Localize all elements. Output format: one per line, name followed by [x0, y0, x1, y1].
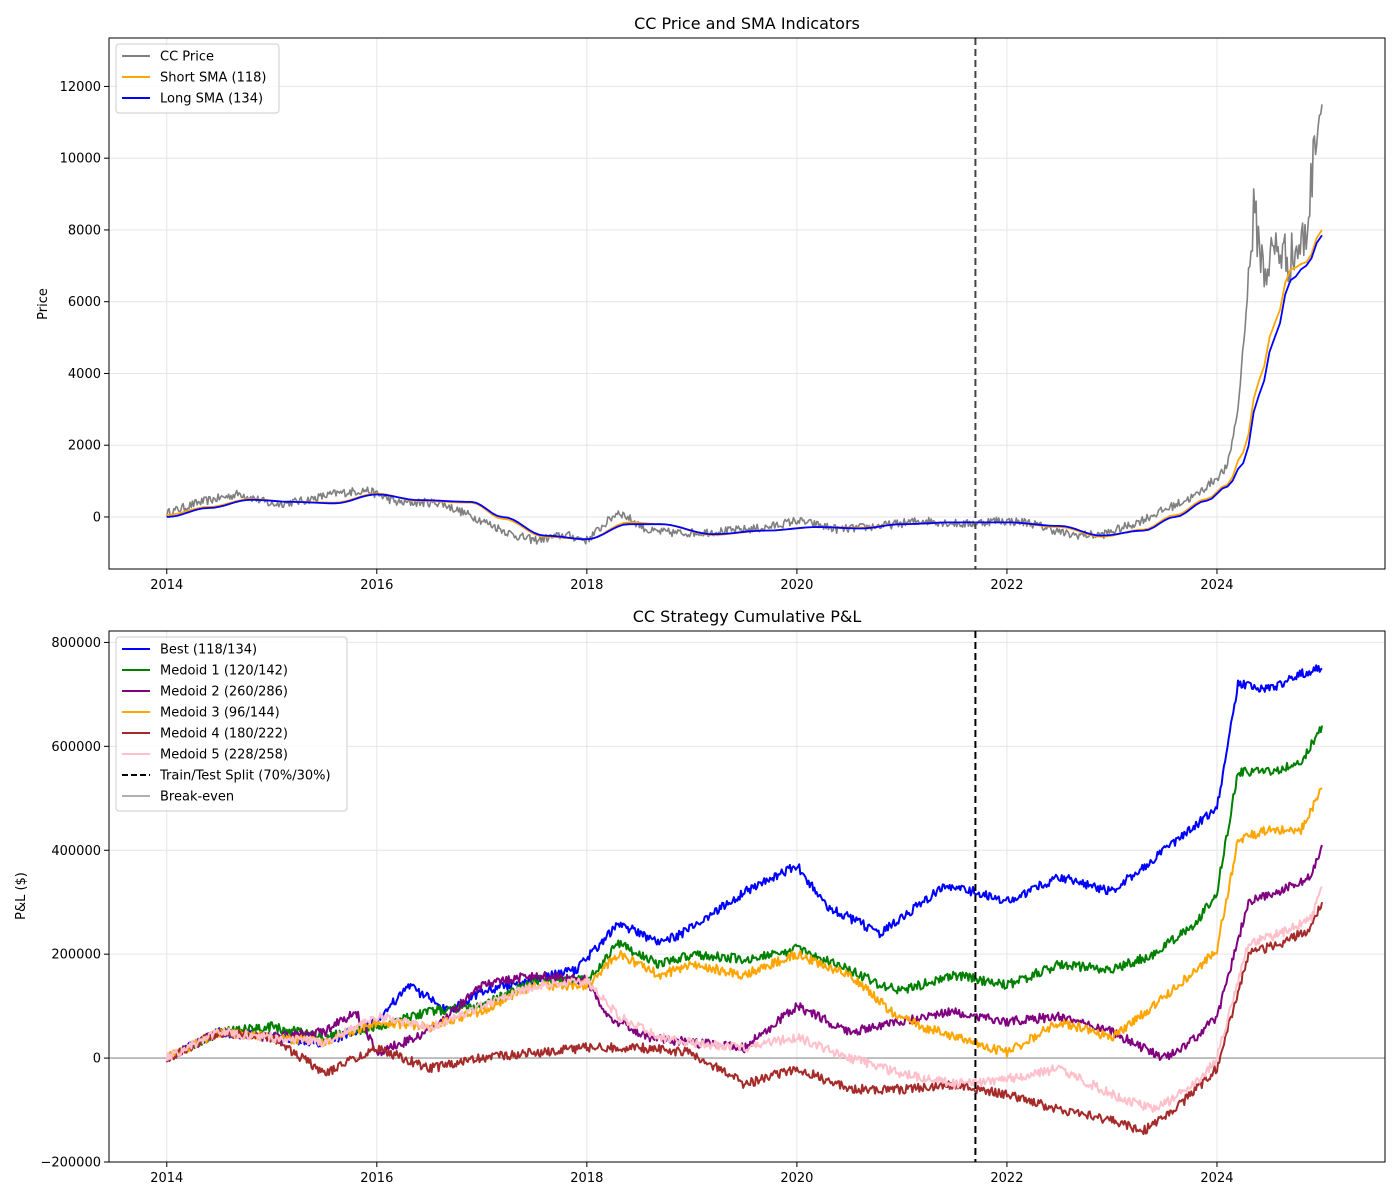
x-tick-label: 2016	[360, 1171, 393, 1186]
plot-clip	[109, 631, 1385, 1162]
y-tick-label: 800000	[51, 636, 101, 651]
legend-label: Medoid 3 (96/144)	[160, 706, 280, 721]
legend-box	[115, 636, 348, 812]
price-y-axis-label: Price	[36, 288, 51, 320]
legend-label: Medoid 4 (180/222)	[160, 727, 288, 742]
legend: CC Price Short SMA (118) Long SMA (134)	[115, 43, 280, 114]
series-line-medoid-2-260-286	[166, 844, 1323, 1062]
price-plot-area: 2014 2016 2018 2020 2022 2024 0 2000 4000 6000 800…	[60, 37, 1386, 593]
legend-label: Long SMA (134)	[160, 92, 263, 107]
legend-label: CC Price	[160, 50, 214, 65]
pnl-chart-title: CC Strategy Cumulative P&L	[633, 607, 862, 626]
x-tick-label: 2014	[150, 578, 183, 593]
y-tick-label: −200000	[40, 1156, 101, 1171]
x-tick-label: 2022	[990, 1171, 1023, 1186]
pnl-y-axis-label: P&L ($)	[14, 872, 29, 920]
legend-label: Best (118/134)	[160, 643, 257, 658]
x-tick-label: 2024	[1200, 578, 1233, 593]
y-tick-label: 12000	[60, 80, 101, 95]
x-tick-label: 2016	[360, 578, 393, 593]
series-line-medoid-4-180-222	[165, 902, 1323, 1136]
x-tick-label: 2024	[1200, 1171, 1233, 1186]
x-tick-label: 2018	[570, 1171, 603, 1186]
series-line-long-sma-134	[166, 234, 1323, 541]
y-tick-label: 400000	[51, 844, 101, 859]
x-tick-label: 2018	[570, 578, 603, 593]
y-tick-label: 0	[93, 510, 101, 525]
price-chart-title: CC Price and SMA Indicators	[634, 14, 860, 33]
y-tick-label: 2000	[68, 439, 101, 454]
pnl-plot-area: 2014 2016 2018 2020 2022 2024 −200000 0 200000 40…	[40, 630, 1386, 1186]
legend-box	[115, 43, 280, 114]
y-tick-label: 200000	[51, 948, 101, 963]
x-tick-label: 2022	[990, 578, 1023, 593]
price-panel: CC Price and SMA Indicators Price 2014 20…	[36, 14, 1386, 593]
y-tick-label: 600000	[51, 740, 101, 755]
plot-clip	[166, 38, 1323, 569]
axes-frame	[108, 630, 1386, 1163]
x-tick-label: 2020	[780, 1171, 813, 1186]
series-line-medoid-3-96-144	[166, 787, 1323, 1062]
legend-label: Medoid 2 (260/286)	[160, 685, 288, 700]
y-tick-label: 4000	[68, 367, 101, 382]
series-line-medoid-5-228-258	[165, 886, 1323, 1113]
y-tick-label: 8000	[68, 223, 101, 238]
legend-label: Short SMA (118)	[160, 71, 266, 86]
legend: Best (118/134) Medoid 1 (120/142) Medoid 2…	[115, 636, 348, 812]
axes-frame	[108, 37, 1386, 570]
y-tick-label: 6000	[68, 295, 101, 310]
legend-label: Medoid 1 (120/142)	[160, 664, 288, 679]
series-line-cc-price	[166, 104, 1323, 545]
y-tick-label: 10000	[60, 152, 101, 167]
y-tick-label: 0	[93, 1052, 101, 1067]
x-tick-label: 2014	[150, 1171, 183, 1186]
legend-label: Train/Test Split (70%/30%)	[159, 769, 331, 784]
legend-label: Medoid 5 (228/258)	[160, 748, 288, 763]
pnl-panel: CC Strategy Cumulative P&L P&L ($) 2014 2…	[14, 607, 1386, 1186]
x-tick-label: 2020	[780, 578, 813, 593]
legend-label: Break-even	[160, 790, 234, 805]
